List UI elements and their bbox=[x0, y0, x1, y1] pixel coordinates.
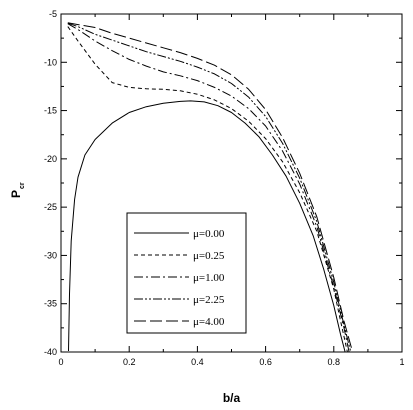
y-axis-title-subscript: cr bbox=[19, 182, 26, 189]
y-tick-label: -10 bbox=[44, 57, 57, 67]
y-tick-label: -15 bbox=[44, 106, 57, 116]
series-line-0 bbox=[68, 100, 346, 353]
x-tick-label: 0.6 bbox=[259, 357, 272, 367]
y-tick-label: -5 bbox=[49, 9, 57, 19]
x-tick-label: 1 bbox=[399, 357, 404, 367]
x-axis-title: b/a bbox=[223, 391, 241, 405]
y-axis-title: P cr bbox=[9, 182, 26, 198]
y-tick-label: -25 bbox=[44, 202, 57, 212]
legend-label-1: μ=0.25 bbox=[193, 250, 225, 262]
series-line-2 bbox=[67, 23, 350, 353]
legend-box bbox=[126, 212, 247, 334]
series-lines bbox=[67, 22, 354, 353]
y-tick-label: -20 bbox=[44, 154, 57, 164]
series-line-4 bbox=[67, 22, 354, 353]
x-tick-label: 0.8 bbox=[328, 357, 341, 367]
y-axis-title-main: P bbox=[9, 190, 23, 198]
axis-tick-labels: 0 0.2 0.4 0.6 0.8 1 -5 -10 -15 -20 -25 -30 -35 -40 bbox=[44, 9, 405, 367]
legend-label-2: μ=1.00 bbox=[193, 272, 225, 284]
series-line-3 bbox=[67, 22, 352, 353]
x-tick-label: 0 bbox=[58, 357, 63, 367]
axis-ticks bbox=[60, 13, 403, 353]
x-tick-label: 0.4 bbox=[191, 357, 204, 367]
legend-label-3: μ=2.25 bbox=[193, 294, 225, 306]
legend-label-0: μ=0.00 bbox=[193, 228, 225, 240]
series-line-1 bbox=[67, 26, 348, 353]
y-tick-label: -40 bbox=[44, 347, 57, 357]
x-tick-label: 0.2 bbox=[123, 357, 136, 367]
y-tick-label: -35 bbox=[44, 299, 57, 309]
legend-label-4: μ=4.00 bbox=[193, 316, 225, 328]
legend: μ=0.00 μ=0.25 μ=1.00 μ=2.25 μ=4.00 bbox=[126, 212, 247, 334]
y-tick-label: -30 bbox=[44, 250, 57, 260]
